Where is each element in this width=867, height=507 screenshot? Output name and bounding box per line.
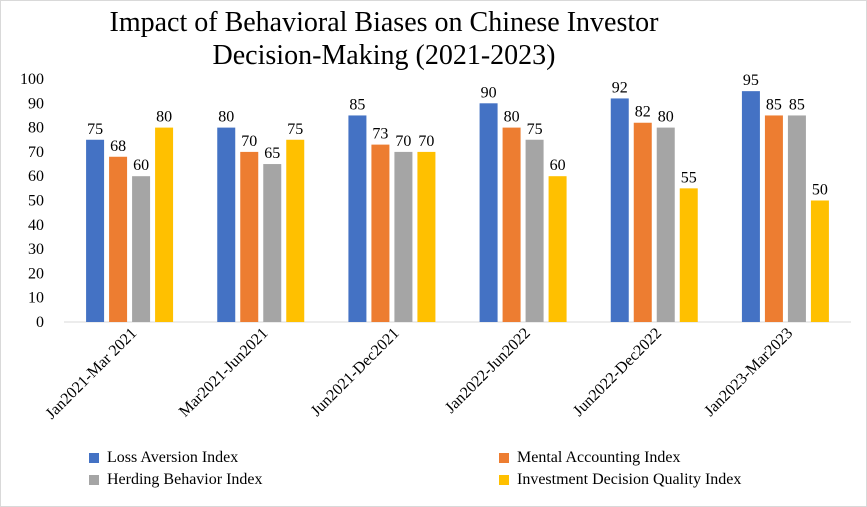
y-tick-label: 20 bbox=[28, 265, 44, 282]
legend-item-mental-accounting: Mental Accounting Index bbox=[499, 449, 829, 467]
y-tick-label: 10 bbox=[28, 290, 44, 307]
legend-swatch bbox=[89, 475, 99, 485]
legend-label: Investment Decision Quality Index bbox=[517, 471, 742, 488]
bar bbox=[633, 122, 652, 323]
bar bbox=[371, 144, 390, 322]
bar bbox=[479, 103, 498, 322]
data-label: 95 bbox=[743, 72, 759, 89]
bar bbox=[502, 127, 521, 322]
x-tick-label: Jan2021-Mar 2021 bbox=[43, 325, 141, 423]
data-label: 65 bbox=[264, 145, 280, 162]
bar bbox=[741, 91, 760, 323]
legend-swatch bbox=[499, 453, 509, 463]
y-tick-label: 60 bbox=[28, 168, 44, 185]
data-label: 70 bbox=[241, 133, 257, 150]
x-tick-label: Jan2023-Mar2023 bbox=[701, 325, 796, 420]
bar bbox=[394, 151, 413, 322]
y-tick-label: 90 bbox=[28, 95, 44, 112]
chart-title-line-1: Impact of Behavioral Biases on Chinese I… bbox=[110, 7, 660, 38]
bar bbox=[132, 176, 151, 322]
bar bbox=[217, 127, 236, 322]
bar bbox=[548, 176, 567, 322]
bar bbox=[86, 139, 105, 322]
data-labels: 75 68 60 80 80 70 65 75 85 73 70 70 90 80 75 60 92 82 80 55… bbox=[87, 72, 828, 198]
data-label: 90 bbox=[481, 84, 497, 101]
legend-swatch bbox=[499, 475, 509, 485]
bar bbox=[417, 151, 436, 322]
bar bbox=[787, 115, 806, 322]
legend-item-investment-decision-quality: Investment Decision Quality Index bbox=[499, 471, 829, 489]
legend-label: Loss Aversion Index bbox=[107, 449, 239, 466]
bars bbox=[86, 91, 829, 323]
y-tick-label: 40 bbox=[28, 217, 44, 234]
data-label: 60 bbox=[133, 157, 149, 174]
y-tick-label: 0 bbox=[36, 314, 44, 331]
data-label: 80 bbox=[218, 109, 234, 126]
data-label: 85 bbox=[349, 96, 365, 113]
data-label: 70 bbox=[418, 133, 434, 150]
bar bbox=[525, 139, 544, 322]
data-label: 80 bbox=[658, 109, 674, 126]
data-label: 80 bbox=[504, 109, 520, 126]
bar bbox=[348, 115, 367, 322]
legend: Loss Aversion Index Mental Accounting In… bbox=[89, 449, 829, 489]
x-axis: Jan2021-Mar 2021 Mar2021-Jun2021 Jun2021-D… bbox=[43, 325, 797, 423]
legend-swatch bbox=[89, 453, 99, 463]
y-tick-label: 70 bbox=[28, 144, 44, 161]
x-tick-label: Mar2021-Jun2021 bbox=[176, 325, 272, 421]
data-label: 70 bbox=[395, 133, 411, 150]
bar bbox=[240, 151, 259, 322]
bar bbox=[656, 127, 675, 322]
bar bbox=[286, 139, 305, 322]
y-axis: 0 10 20 30 40 50 60 70 80 90 100 bbox=[20, 71, 44, 331]
data-label: 50 bbox=[812, 182, 828, 199]
bar bbox=[155, 127, 174, 322]
data-label: 85 bbox=[766, 96, 782, 113]
legend-item-loss-aversion: Loss Aversion Index bbox=[89, 449, 499, 467]
data-label: 85 bbox=[789, 96, 805, 113]
data-label: 92 bbox=[612, 79, 628, 96]
bar bbox=[610, 98, 629, 322]
data-label: 75 bbox=[527, 121, 543, 138]
y-tick-label: 30 bbox=[28, 241, 44, 258]
x-tick-label: Jan2022-Jun2022 bbox=[442, 325, 534, 417]
data-label: 55 bbox=[681, 169, 697, 186]
data-label: 68 bbox=[110, 138, 126, 155]
x-tick-label: Jun2022-Dec2022 bbox=[570, 325, 665, 420]
data-label: 73 bbox=[372, 126, 388, 143]
data-label: 80 bbox=[156, 109, 172, 126]
bar bbox=[764, 115, 783, 322]
bar bbox=[810, 200, 829, 322]
chart-title-line-2: Decision-Making (2021-2023) bbox=[213, 40, 556, 71]
y-tick-label: 80 bbox=[28, 120, 44, 137]
data-label: 82 bbox=[635, 104, 651, 121]
bar bbox=[679, 188, 698, 322]
bar bbox=[109, 156, 128, 322]
data-label: 60 bbox=[550, 157, 566, 174]
y-tick-label: 50 bbox=[28, 193, 44, 210]
legend-label: Herding Behavior Index bbox=[107, 471, 263, 488]
y-tick-label: 100 bbox=[20, 71, 44, 88]
data-label: 75 bbox=[87, 121, 103, 138]
x-tick-label: Jun2021-Dec2021 bbox=[308, 325, 403, 420]
data-label: 75 bbox=[287, 121, 303, 138]
bar bbox=[263, 164, 282, 322]
legend-label: Mental Accounting Index bbox=[517, 449, 681, 466]
legend-item-herding-behavior: Herding Behavior Index bbox=[89, 471, 499, 489]
